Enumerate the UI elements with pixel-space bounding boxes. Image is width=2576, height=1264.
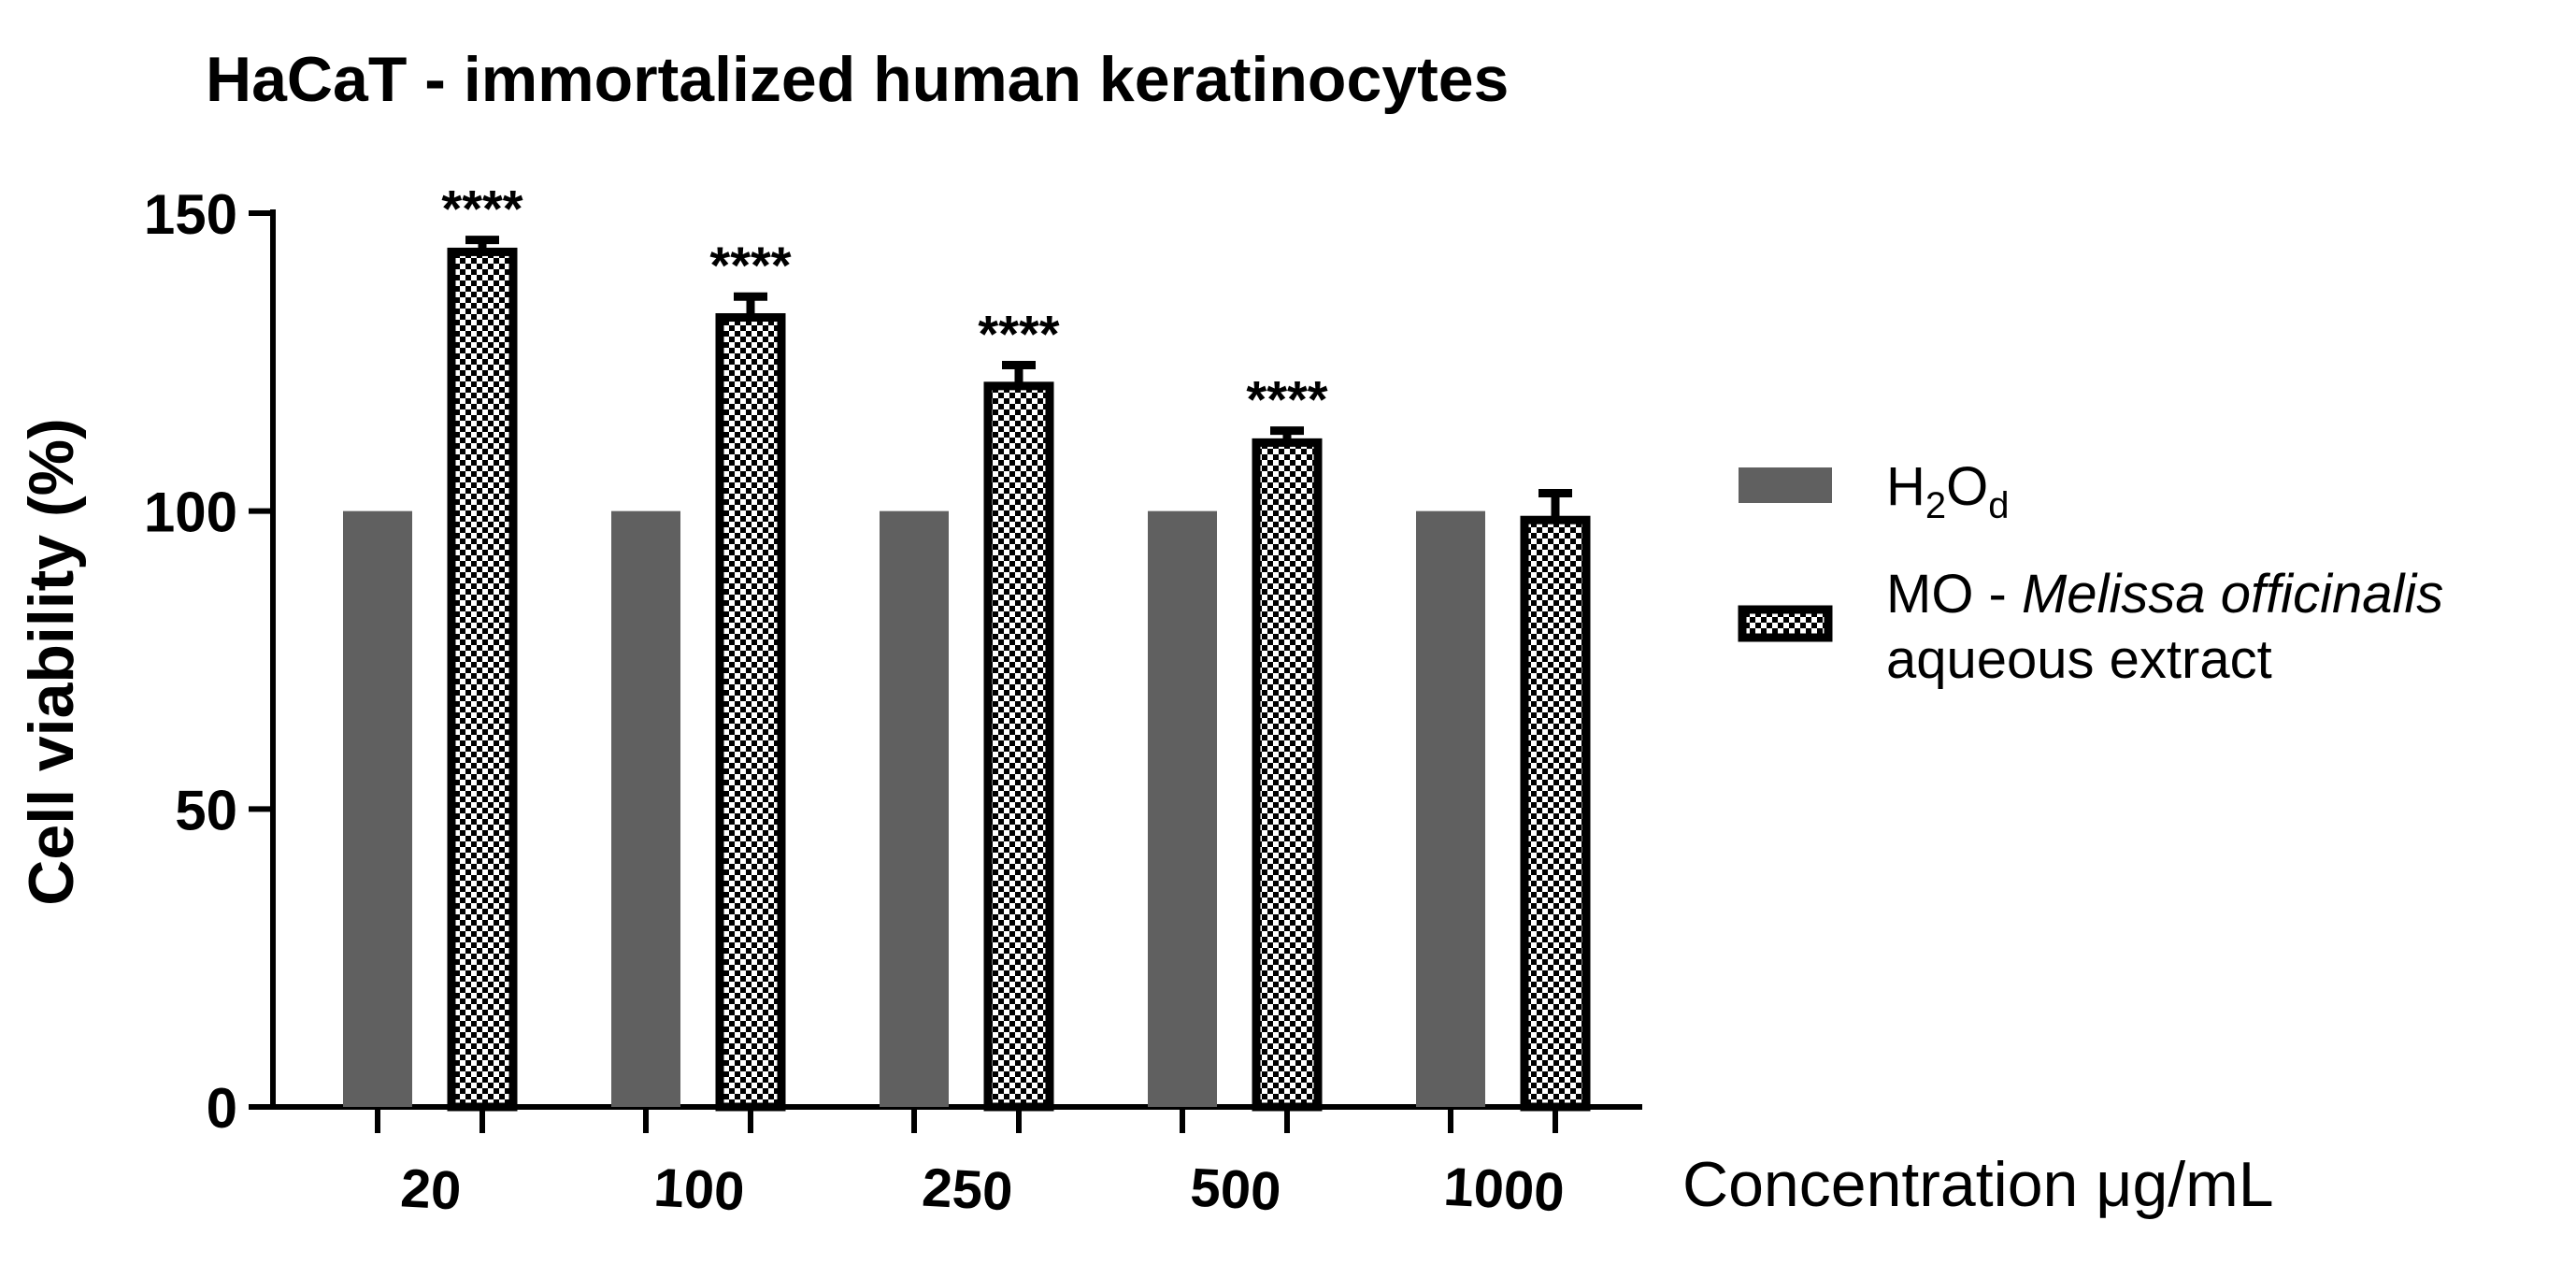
legend-label-mo-line2: aqueous extract (1886, 629, 2272, 690)
legend: H2Od MO - Melissa officinalis aqueous ex… (1738, 456, 2443, 690)
chart-title: HaCaT - immortalized human keratinocytes (206, 44, 1509, 115)
x-category-label: 250 (921, 1157, 1014, 1223)
y-tick-label: 50 (175, 779, 237, 841)
y-tick-label: 150 (144, 183, 237, 246)
y-tick-label: 0 (207, 1077, 237, 1140)
x-axis-label: Concentration μg/mL (1682, 1149, 2274, 1220)
bar-h2od (1148, 510, 1217, 1107)
y-tick-label: 100 (144, 481, 237, 544)
bar-mo (715, 313, 786, 1112)
significance-label: **** (441, 180, 522, 238)
bar-mo (1520, 515, 1591, 1112)
bar-mo (1252, 438, 1323, 1112)
bar-mo (983, 381, 1054, 1112)
significance-label: **** (978, 305, 1059, 364)
legend-swatch-mo (1738, 605, 1833, 642)
x-category-label: 100 (652, 1157, 746, 1223)
x-category-label: 1000 (1442, 1156, 1566, 1224)
legend-label-mo-line1: MO - Melissa officinalis (1886, 564, 2443, 625)
legend-swatch-h2od (1739, 467, 1832, 503)
bar-h2od (880, 510, 949, 1107)
plot-area: 0 50 100 150 **** 20 **** 100 **** 250 **** 500 1000 (144, 180, 1642, 1224)
x-category-label: 20 (399, 1157, 463, 1221)
legend-label-h2od: H2Od (1886, 456, 2010, 526)
bar-h2od (1416, 510, 1485, 1107)
bar-mo (447, 247, 518, 1112)
x-category-label: 500 (1189, 1157, 1282, 1223)
significance-label: **** (1246, 370, 1327, 429)
significance-label: **** (709, 236, 791, 294)
bar-h2od (611, 510, 680, 1107)
bar-h2od (343, 510, 412, 1107)
y-axis-label: Cell viability (%) (16, 418, 87, 905)
